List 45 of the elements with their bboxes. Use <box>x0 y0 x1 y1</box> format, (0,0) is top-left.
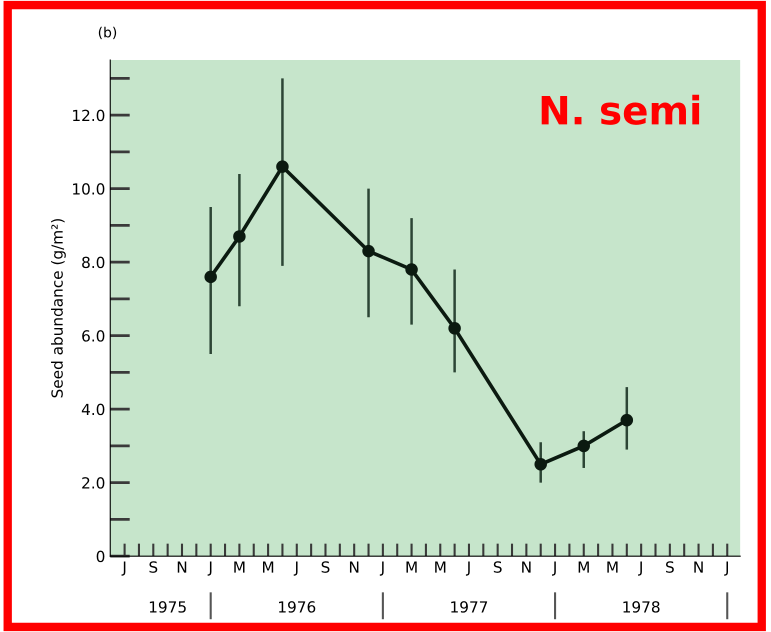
x-tick-label: J <box>122 561 126 576</box>
x-tick-label: N <box>178 561 186 573</box>
point <box>276 160 289 173</box>
point <box>448 322 461 335</box>
x-tick-label: M <box>435 561 446 573</box>
text: 1976 <box>279 601 316 613</box>
x-tick-label: M <box>607 561 618 573</box>
x-tick-label: M <box>234 561 244 573</box>
x-tick-label: N <box>522 561 531 573</box>
x-tick-label: J <box>724 561 728 576</box>
x-tick-label: J <box>466 561 470 576</box>
annotation: N. semi <box>542 94 700 125</box>
x-tick-label: J <box>552 561 556 576</box>
text: 1975 <box>150 601 186 613</box>
text: 1977 <box>451 601 488 613</box>
y-tick-label: 10.0 <box>73 183 104 195</box>
y-tick-label: 12.0 <box>73 110 104 122</box>
x-tick-label: M <box>406 561 417 573</box>
x-tick-label: N <box>350 561 358 573</box>
x-tick-label: M <box>262 561 274 573</box>
text: (b) <box>98 26 116 40</box>
y-tick-label: 0 <box>96 550 104 562</box>
point <box>405 263 418 276</box>
y-tick-label: 6.0 <box>82 330 104 342</box>
text: 1978 <box>623 601 660 613</box>
point <box>362 244 375 258</box>
point <box>534 458 547 471</box>
x-tick-label: J <box>294 561 298 576</box>
y-axis-title: Seed abundance (g/m²) <box>51 219 66 398</box>
x-tick-label: S <box>322 561 330 573</box>
point <box>204 270 217 284</box>
point <box>578 440 590 452</box>
y-tick-label: 4.0 <box>82 404 104 416</box>
y-tick-label: 8.0 <box>82 256 104 268</box>
x-tick-label: N <box>694 561 703 573</box>
x-tick-label: S <box>666 561 674 573</box>
y-tick-label: 2.0 <box>82 477 104 489</box>
x-tick-label: J <box>638 561 642 576</box>
x-tick-label: M <box>578 561 589 573</box>
point <box>233 230 246 243</box>
x-tick-label: J <box>208 561 212 576</box>
x-tick-label: S <box>149 561 158 573</box>
x-tick-label: J <box>380 561 384 576</box>
x-tick-label: S <box>494 561 502 573</box>
point <box>620 414 634 426</box>
